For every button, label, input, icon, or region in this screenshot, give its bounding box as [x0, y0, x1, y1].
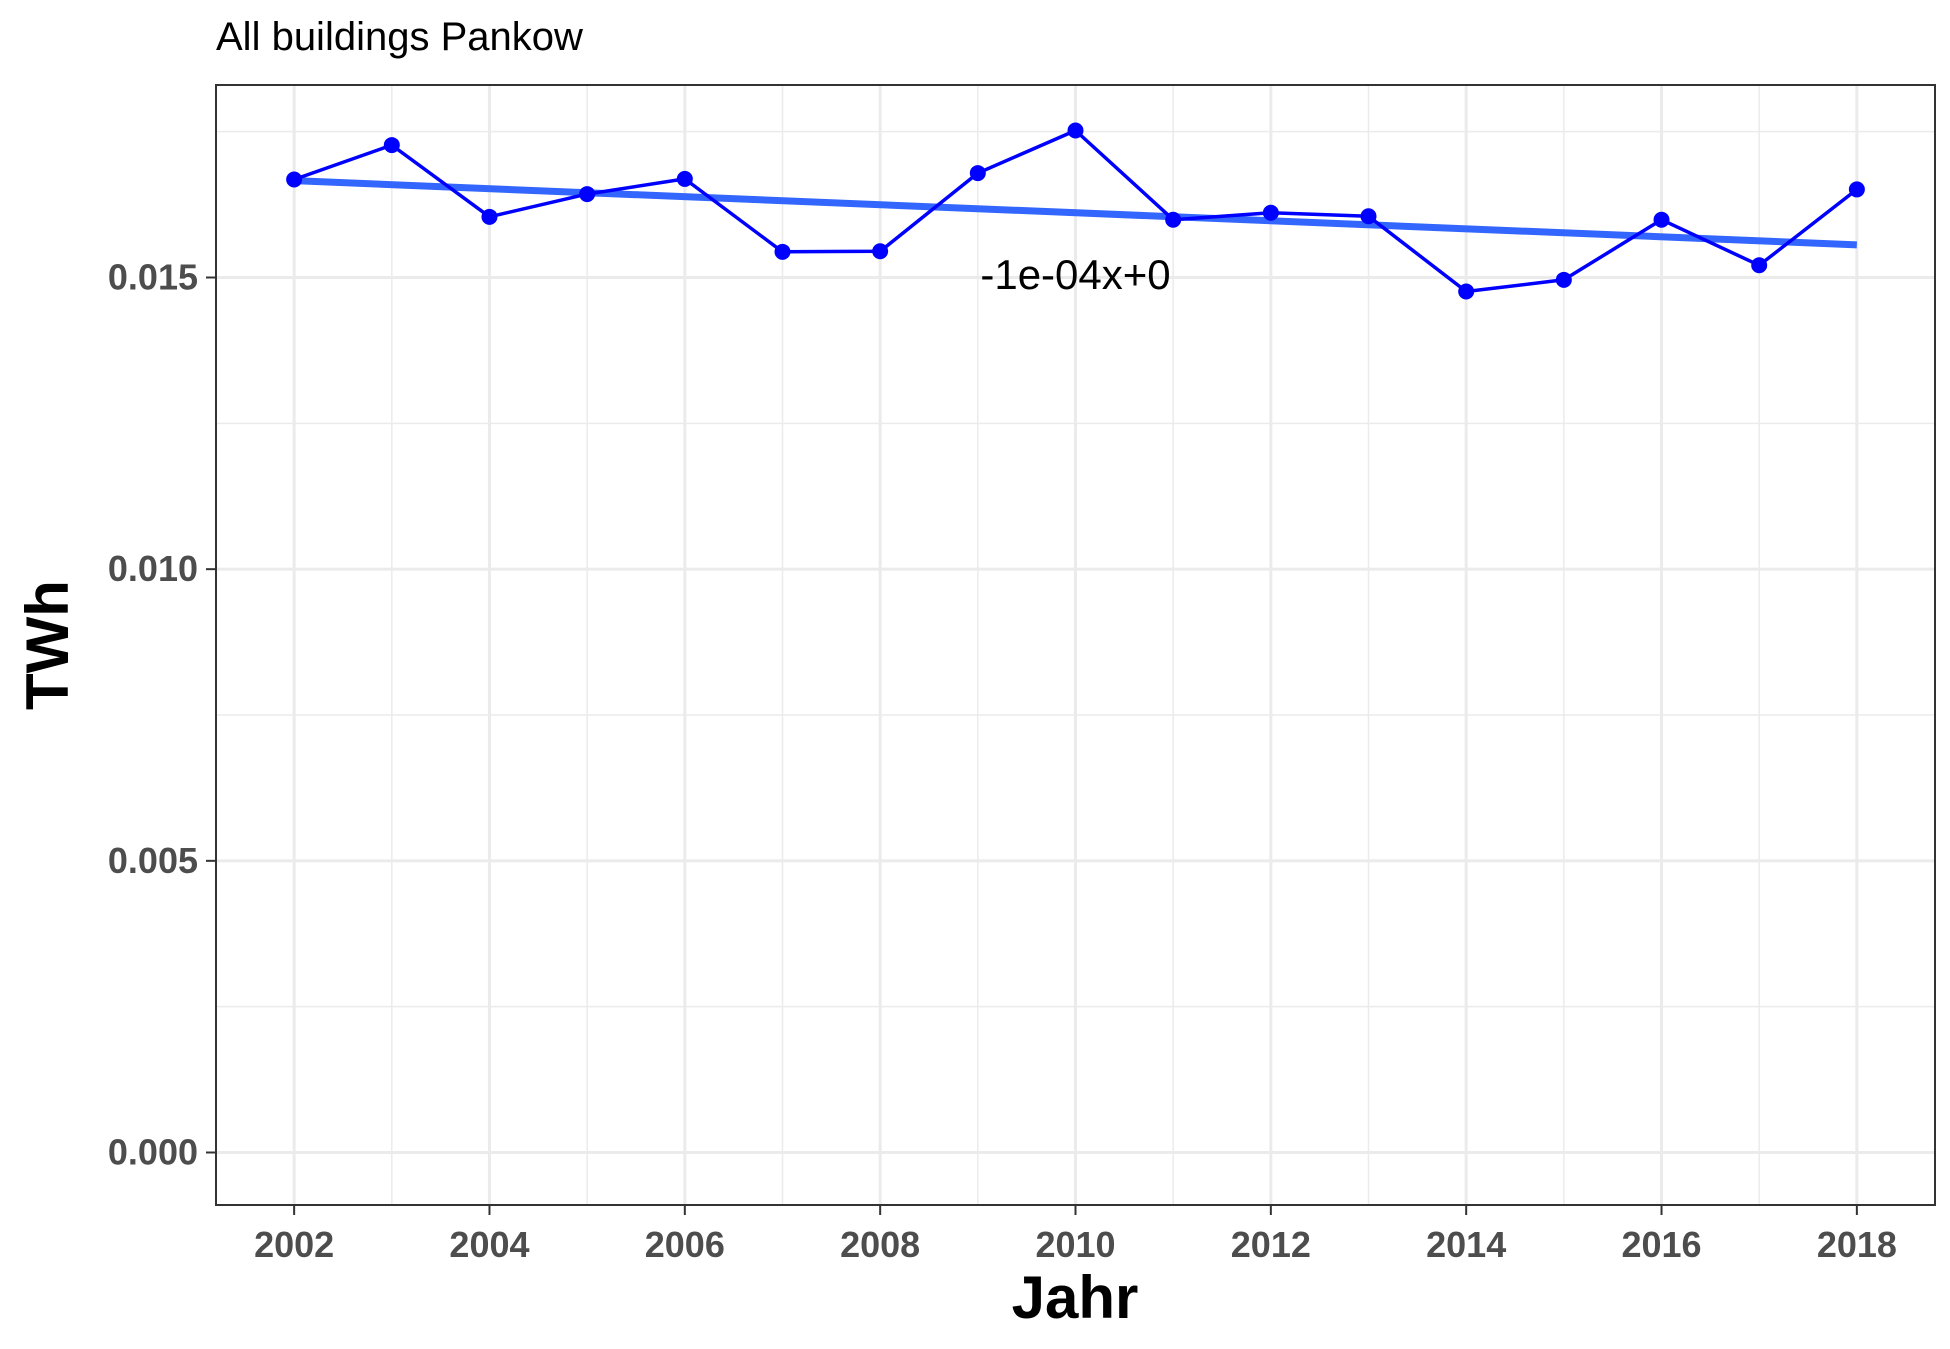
- data-point: [481, 208, 498, 225]
- grid-major: [216, 85, 1935, 1205]
- x-tick-labels: 2002 2004 2006 2008 2010 2012 2014 2016 2018: [254, 1224, 1897, 1265]
- x-tick-label: 2002: [254, 1224, 334, 1265]
- data-point: [1165, 211, 1182, 228]
- y-axis-title: TWh: [14, 580, 81, 710]
- data-point: [286, 171, 303, 188]
- x-axis-title: Jahr: [1012, 1264, 1139, 1331]
- x-tick-label: 2016: [1621, 1224, 1701, 1265]
- data-point: [383, 137, 400, 154]
- data-point: [969, 165, 986, 182]
- x-tick-label: 2014: [1426, 1224, 1506, 1265]
- data-point: [676, 170, 693, 187]
- x-tick-label: 2012: [1231, 1224, 1311, 1265]
- data-point: [1848, 181, 1865, 198]
- data-point: [1653, 211, 1670, 228]
- data-point: [1067, 122, 1084, 139]
- y-tick-label: 0.015: [108, 257, 198, 298]
- x-tick-label: 2018: [1817, 1224, 1897, 1265]
- x-tick-label: 2006: [645, 1224, 725, 1265]
- trend-equation-label: -1e-04x+0: [980, 251, 1170, 298]
- axis-ticks: [206, 276, 1858, 1215]
- data-point: [1751, 257, 1768, 274]
- y-tick-label: 0.010: [108, 548, 198, 589]
- chart-title: All buildings Pankow: [216, 15, 583, 59]
- data-point: [579, 186, 596, 203]
- data-point: [1360, 208, 1377, 225]
- x-tick-label: 2004: [449, 1224, 529, 1265]
- x-tick-label: 2008: [840, 1224, 920, 1265]
- data-point: [872, 243, 889, 260]
- trend-layer: [293, 177, 1858, 249]
- data-point: [1555, 271, 1572, 288]
- data-point: [774, 243, 791, 260]
- y-tick-label: 0.005: [108, 840, 198, 881]
- x-tick-label: 2010: [1035, 1224, 1115, 1265]
- trend-line: [293, 177, 1858, 249]
- data-point: [1262, 204, 1279, 221]
- y-tick-labels: 0.000 0.005 0.010 0.015: [108, 257, 198, 1173]
- y-tick-label: 0.000: [108, 1132, 198, 1173]
- data-point: [1458, 283, 1475, 300]
- points-layer: [286, 122, 1865, 300]
